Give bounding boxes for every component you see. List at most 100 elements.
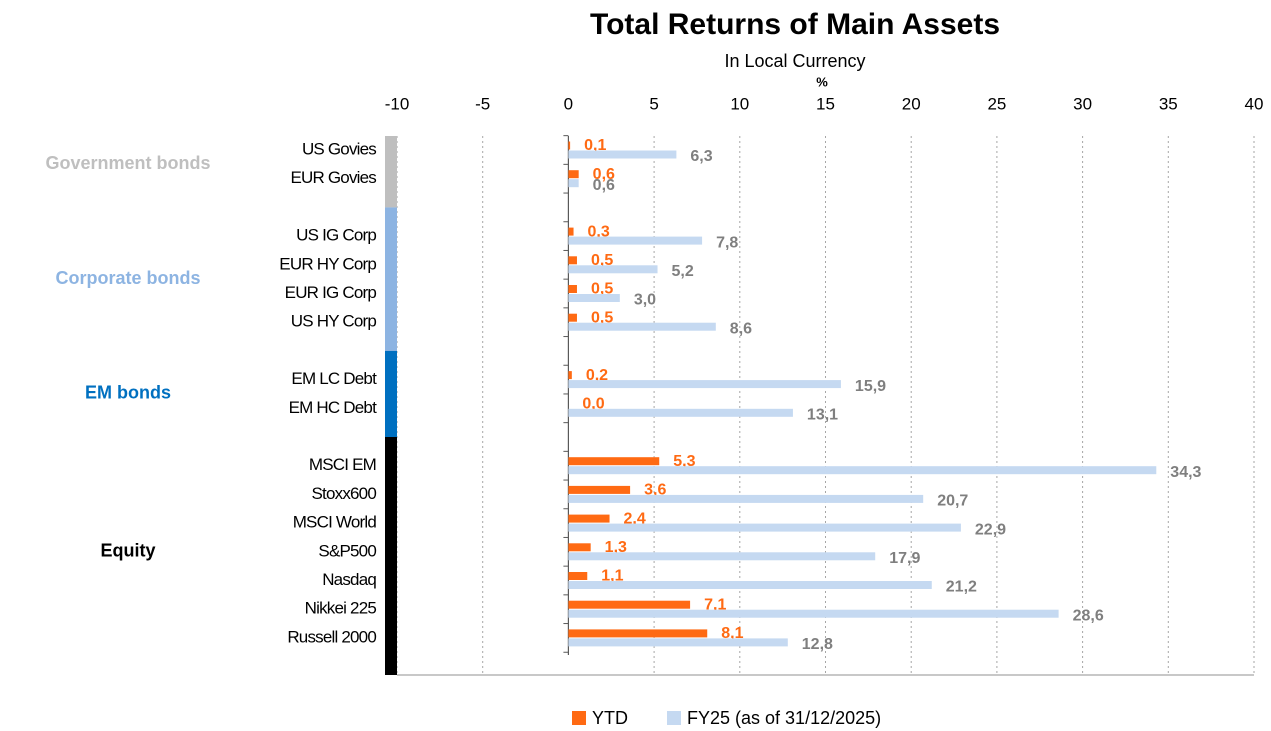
bar	[568, 638, 788, 647]
legend-label: FY25 (as of 31/12/2025)	[687, 708, 881, 728]
data-label: 8,1	[721, 625, 743, 642]
legend-swatch	[572, 711, 586, 725]
data-label: 6,3	[690, 148, 712, 165]
x-tick-label: 15	[816, 94, 835, 113]
data-label: 15,9	[855, 378, 886, 395]
data-label: 21,2	[946, 579, 977, 596]
data-label: 5,2	[672, 263, 694, 280]
x-tick-label: 40	[1245, 94, 1264, 113]
data-label: 0,0	[582, 396, 604, 413]
y-tick-label: S&P500	[318, 541, 376, 560]
data-label: 7,1	[704, 596, 726, 613]
group-label: Corporate bonds	[55, 268, 200, 288]
legend-label: YTD	[592, 708, 628, 728]
x-tick-label: -5	[475, 94, 490, 113]
bar	[568, 227, 574, 236]
y-tick-label: MSCI EM	[309, 455, 376, 474]
x-tick-label: 30	[1073, 94, 1092, 113]
data-label: 2,4	[624, 510, 646, 527]
y-tick-label: Nikkei 225	[305, 599, 377, 618]
data-label: 0,6	[593, 177, 615, 194]
y-tick-label: EUR IG Corp	[285, 283, 377, 302]
bar	[568, 380, 841, 389]
chart-title: Total Returns of Main Assets	[590, 8, 1000, 41]
group-bar	[385, 136, 397, 208]
bar	[568, 179, 579, 188]
data-label: 5,3	[673, 453, 695, 470]
bar	[568, 285, 577, 293]
data-label: 0,1	[584, 137, 606, 154]
data-label: 7,8	[716, 234, 738, 251]
x-tick-label: 35	[1159, 94, 1178, 113]
data-label: 13,1	[807, 407, 838, 424]
bar	[568, 236, 703, 245]
bar	[568, 609, 1059, 618]
bar	[568, 552, 876, 561]
bar	[568, 572, 588, 580]
data-label: 3,0	[634, 292, 656, 309]
bar	[568, 523, 961, 532]
x-tick-label: 0	[564, 94, 573, 113]
y-tick-label: EUR Govies	[290, 168, 376, 187]
y-tick-label: Stoxx600	[312, 484, 377, 503]
group-label: Government bonds	[45, 153, 210, 173]
bar	[568, 265, 658, 274]
data-label: 0,5	[591, 252, 613, 269]
x-axis-label: %	[816, 74, 828, 89]
y-tick-label: US HY Corp	[291, 312, 377, 331]
bar	[568, 141, 571, 150]
group-bar	[385, 207, 397, 351]
y-tick-label: EM HC Debt	[289, 398, 377, 417]
bar	[568, 600, 691, 609]
data-label: 22,9	[975, 521, 1006, 538]
bar	[568, 313, 577, 322]
data-label: 28,6	[1073, 607, 1104, 624]
data-label: 0,2	[586, 367, 608, 384]
data-label: 1,1	[601, 568, 623, 585]
legend-swatch	[667, 711, 681, 725]
data-label: 12,8	[802, 636, 833, 653]
y-tick-label: US Govies	[302, 139, 376, 158]
data-label: 0,6	[593, 166, 615, 183]
bar	[568, 322, 716, 331]
bar	[568, 514, 610, 523]
bar	[568, 371, 572, 380]
y-tick-label: Russell 2000	[287, 627, 376, 646]
group-bar	[385, 350, 397, 437]
x-tick-label: -10	[385, 94, 410, 113]
y-tick-label: EUR HY Corp	[279, 254, 376, 273]
group-label: EM bonds	[85, 383, 171, 403]
bar	[568, 581, 932, 589]
bar	[568, 150, 677, 159]
bar	[568, 485, 631, 494]
group-bar	[385, 437, 397, 675]
bar	[568, 170, 579, 179]
bar	[568, 629, 708, 638]
y-tick-label: Nasdaq	[322, 570, 376, 589]
data-label: 1,3	[605, 539, 627, 556]
data-label: 0,3	[588, 223, 610, 240]
bar	[568, 466, 1157, 475]
group-label: Equity	[100, 541, 155, 561]
x-tick-label: 10	[730, 94, 749, 113]
data-label: 34,3	[1170, 464, 1201, 481]
data-label: 0,5	[591, 309, 613, 326]
y-tick-label: MSCI World	[293, 513, 377, 532]
bar	[568, 543, 591, 552]
data-label: 20,7	[937, 493, 968, 510]
y-tick-label: EM LC Debt	[291, 369, 377, 388]
bar	[568, 256, 577, 265]
chart-subtitle: In Local Currency	[724, 51, 865, 71]
bar	[568, 294, 620, 302]
data-label: 3,6	[644, 482, 666, 499]
x-tick-label: 5	[649, 94, 658, 113]
bar	[568, 457, 660, 466]
data-label: 0,5	[591, 281, 613, 298]
y-tick-label: US IG Corp	[296, 226, 376, 245]
bar	[568, 408, 793, 417]
data-label: 8,6	[730, 320, 752, 337]
bar	[568, 494, 924, 503]
x-tick-label: 20	[902, 94, 921, 113]
data-label: 17,9	[889, 550, 920, 567]
